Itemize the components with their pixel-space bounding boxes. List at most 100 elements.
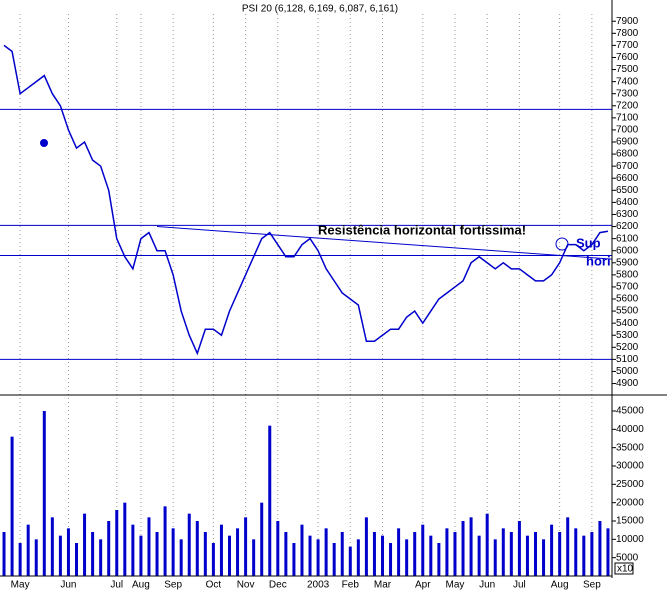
y-tick-label: 6200 (616, 221, 639, 232)
x-tick-label: Jun (60, 580, 76, 591)
volume-bar (10, 436, 14, 576)
unit-box (614, 562, 634, 575)
volume-bar (284, 532, 288, 576)
volume-bar (211, 543, 215, 576)
volume-bar (324, 528, 328, 576)
y-tick-label: 7200 (616, 100, 639, 111)
y-tick-label: 6300 (616, 209, 639, 220)
labels: PSI 20 (6,128, 6,169, 6,087, 6,161) Resi… (11, 4, 645, 591)
volume-bar (356, 539, 360, 576)
volume-bar (308, 535, 312, 576)
chart-title: PSI 20 (6,128, 6,169, 6,087, 6,161) (242, 4, 398, 15)
volume-bar (187, 513, 191, 576)
volume-bar (348, 546, 352, 576)
volume-bar (228, 535, 231, 576)
volume-bar (485, 513, 489, 576)
volume-bar (155, 532, 159, 576)
volume-bar (397, 528, 401, 576)
x-tick-label: Feb (342, 580, 360, 591)
volume-bar (574, 528, 578, 576)
volume-bar (2, 532, 6, 576)
y-tick-label: 6700 (616, 161, 639, 172)
volume-bar (389, 543, 393, 576)
x-tick-label: Jul (110, 580, 123, 591)
volume-bar (107, 521, 111, 576)
volume-bar (542, 539, 546, 576)
volume-bar (236, 528, 240, 576)
volume-bar (66, 528, 70, 576)
y-tick-label: 7900 (616, 16, 639, 27)
x-tick-label: Nov (237, 580, 255, 591)
volume-bar (606, 528, 610, 576)
volume-bar (534, 532, 537, 576)
volume-bar (252, 539, 256, 576)
volume-bar (590, 532, 594, 576)
volume-bar (525, 535, 529, 576)
marks (0, 44, 612, 576)
y-tick-label: 6800 (616, 149, 639, 160)
volume-bar (219, 524, 223, 576)
y-tick-label: 30000 (616, 461, 644, 472)
volume-bar (260, 502, 264, 576)
y-tick-label: 7700 (616, 40, 639, 51)
y-tick-label: 7600 (616, 52, 639, 63)
x-tick-label: Apr (415, 580, 431, 591)
volume-bar (75, 543, 78, 576)
grid (19, 14, 616, 576)
volume-bar (203, 532, 207, 576)
y-tick-label: 7500 (616, 64, 639, 75)
y-tick-label: 5600 (616, 294, 639, 305)
y-tick-label: 6400 (616, 197, 639, 208)
volume-bar (18, 543, 22, 576)
y-tick-label: 5400 (616, 318, 639, 329)
volume-bar (445, 528, 449, 576)
y-tick-label: 5300 (616, 330, 639, 341)
volume-bar (195, 521, 199, 576)
volume-bar (244, 517, 248, 576)
volume-bar (99, 539, 103, 576)
volume-bar (501, 528, 505, 576)
y-tick-label: 5900 (616, 257, 639, 268)
x-tick-label: Aug (132, 580, 150, 591)
volume-bar (131, 524, 135, 576)
volume-bar (276, 521, 280, 576)
volume-bar (42, 411, 46, 576)
y-tick-label: 35000 (616, 442, 644, 453)
x-tick-label: May (11, 580, 30, 591)
volume-bar (58, 535, 62, 576)
y-tick-label: 6600 (616, 173, 639, 184)
volume-bar (550, 524, 554, 576)
annotation: hori (586, 253, 611, 268)
y-tick-label: 6900 (616, 137, 639, 148)
y-tick-label: 5000 (616, 552, 639, 563)
volume-bar (340, 532, 344, 576)
y-tick-label: 6000 (616, 245, 639, 256)
y-tick-label: 5100 (616, 354, 639, 365)
y-tick-label: 7400 (616, 76, 639, 87)
annotation: Sup (576, 235, 601, 250)
volume-bar (179, 539, 183, 576)
volume-bar (405, 539, 409, 576)
y-tick-label: 5800 (616, 269, 639, 280)
marker-icon (40, 139, 48, 147)
volume-bar (50, 517, 54, 576)
volume-bar (171, 528, 175, 576)
volume-bar (139, 535, 143, 576)
volume-bar (453, 532, 457, 576)
volume-bar (34, 539, 38, 576)
volume-bar (461, 521, 465, 576)
x-tick-label: Sep (164, 580, 182, 591)
y-tick-label: 4900 (616, 378, 639, 389)
x-tick-label: Oct (206, 580, 222, 591)
volume-bar (163, 506, 167, 576)
volume-bar (268, 425, 272, 576)
x-tick-label: May (446, 580, 465, 591)
volume-bar (147, 517, 151, 576)
volume-bar (477, 535, 481, 576)
y-tick-label: 5700 (616, 282, 639, 293)
volume-bar (26, 524, 30, 576)
y-tick-label: 10000 (616, 534, 644, 545)
y-tick-label: 6100 (616, 233, 639, 244)
y-tick-label: 5500 (616, 306, 639, 317)
